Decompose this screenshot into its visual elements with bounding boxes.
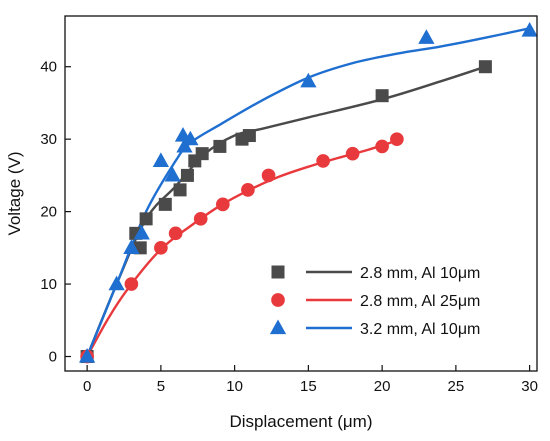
- series-1-point: [390, 132, 404, 146]
- y-tick-label: 30: [40, 131, 57, 148]
- x-tick-label: 30: [521, 378, 538, 395]
- series-2-point: [152, 152, 169, 168]
- legend-label-1: 2.8 mm, Al 25μm: [360, 293, 480, 310]
- series-0-point: [139, 212, 153, 226]
- series-1-point: [124, 277, 139, 291]
- y-tick-label: 10: [40, 276, 57, 293]
- x-tick-label: 25: [448, 378, 465, 395]
- axis-ticks: 0 5 10 15 20 25 30 0 10 20 30 40: [40, 59, 538, 395]
- series-2-point: [79, 348, 96, 363]
- series-2-point: [108, 275, 125, 291]
- y-tick-label: 20: [40, 204, 57, 221]
- y-tick-label: 40: [40, 59, 57, 76]
- x-tick-label: 15: [300, 378, 317, 395]
- series-0-point: [173, 183, 187, 197]
- legend-label-0: 2.8 mm, Al 10μm: [360, 265, 480, 282]
- series-1-point: [168, 226, 183, 241]
- y-axis-label: Voltage (V): [5, 151, 24, 235]
- series-2-point: [521, 22, 538, 37]
- legend: 2.8 mm, Al 10μm 2.8 mm, Al 25μm 3.2 mm, Al…: [269, 265, 480, 338]
- series-0-point: [375, 89, 389, 103]
- series-2-point: [300, 72, 317, 88]
- legend-marker-0: [271, 265, 285, 279]
- series-0-point: [213, 139, 227, 153]
- series-0-point: [478, 60, 492, 74]
- x-tick-label: 5: [157, 378, 165, 395]
- series-2-point: [123, 239, 140, 254]
- series-0-point: [158, 197, 172, 211]
- series-1-point: [241, 183, 255, 197]
- series-2-point: [164, 166, 181, 182]
- series-2-point: [133, 224, 150, 240]
- x-axis-label: Displacement (μm): [230, 412, 373, 431]
- series-1-point: [345, 146, 360, 161]
- legend-marker-2: [269, 319, 287, 335]
- plot-frame: [64, 15, 538, 372]
- x-tick-label: 10: [226, 378, 243, 395]
- series-2-point: [418, 29, 435, 44]
- series-1-point: [193, 212, 208, 226]
- x-tick-label: 0: [83, 378, 91, 395]
- legend-marker-1: [271, 293, 285, 307]
- y-tick-label: 0: [49, 349, 57, 366]
- legend-label-2: 3.2 mm, Al 10μm: [360, 321, 480, 338]
- data-markers: [79, 22, 538, 364]
- series-0-point: [242, 129, 256, 143]
- x-tick-label: 20: [374, 378, 391, 395]
- series-1-point: [375, 139, 389, 154]
- series-1-point: [216, 197, 230, 212]
- series-0-point: [180, 168, 194, 182]
- series-1-point: [154, 241, 168, 255]
- series-1-point: [316, 154, 330, 168]
- series-2-point: [182, 130, 199, 146]
- series-1-point: [261, 168, 276, 183]
- series-0-point: [195, 147, 209, 161]
